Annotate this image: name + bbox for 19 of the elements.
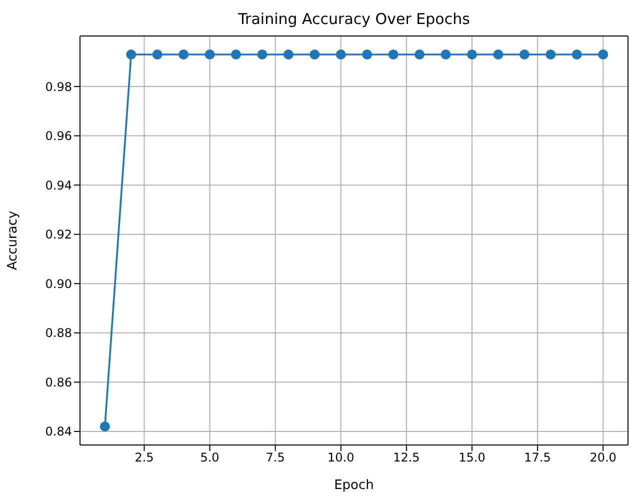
y-tick-label: 0.94 xyxy=(45,178,72,192)
chart-title: Training Accuracy Over Epochs xyxy=(237,10,471,28)
x-tick-label: 12.5 xyxy=(393,450,420,465)
y-tick-label: 0.88 xyxy=(45,326,72,340)
y-tick-label: 0.90 xyxy=(45,276,72,291)
x-tick-label: 20.0 xyxy=(590,450,616,465)
x-tick-label: 17.5 xyxy=(524,450,551,465)
x-tick-label: 15.0 xyxy=(458,450,486,465)
x-tick-label: 5.0 xyxy=(200,450,220,465)
y-tick-label: 0.96 xyxy=(45,129,72,144)
y-tick-label: 0.86 xyxy=(45,375,72,390)
x-tick-label: 2.5 xyxy=(134,450,154,465)
x-tick-label: 10.0 xyxy=(328,450,354,465)
y-tick-label: 0.98 xyxy=(45,80,72,94)
x-tick-label: 7.5 xyxy=(266,450,285,465)
y-axis-title: Accuracy xyxy=(6,210,21,270)
x-axis-title: Epoch xyxy=(334,478,374,493)
y-tick-label: 0.84 xyxy=(45,424,72,439)
y-tick-label: 0.92 xyxy=(45,228,72,242)
